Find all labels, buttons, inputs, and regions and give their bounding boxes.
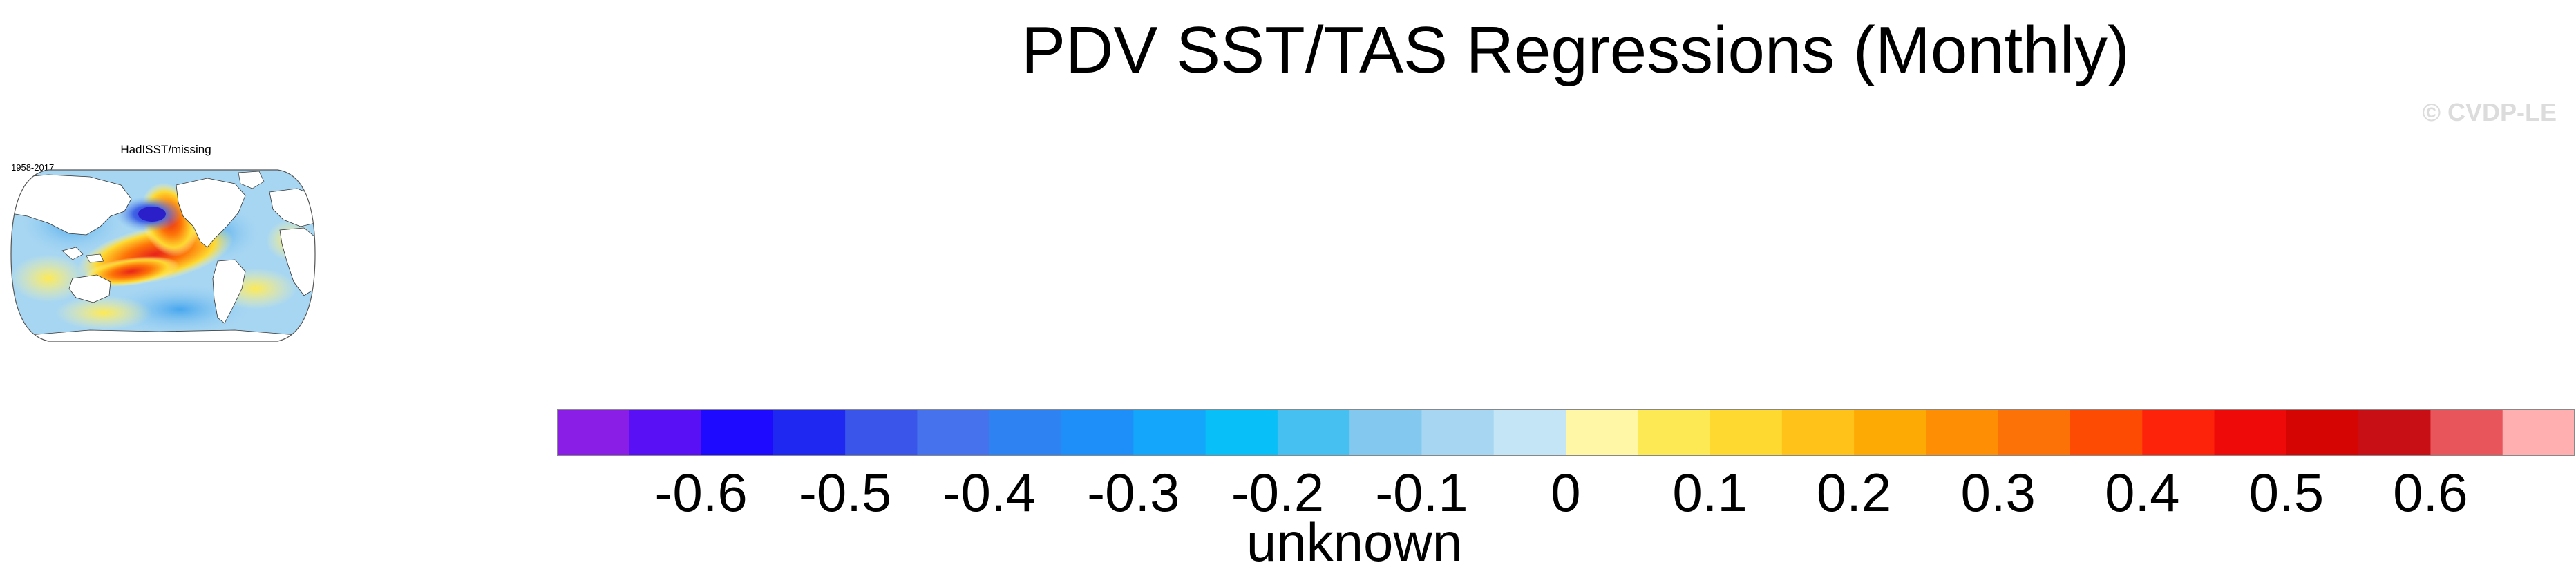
- colorbar-tick-label: 0.3: [1960, 462, 2036, 523]
- colorbar-cell: [1421, 409, 1495, 456]
- colorbar-cell: [1205, 409, 1278, 456]
- colorbar-cell: [2286, 409, 2359, 456]
- colorbar-cell: [1710, 409, 1783, 456]
- pdv-regression-map: [10, 169, 316, 342]
- panel-dataset-title: HadISST/missing: [120, 143, 211, 156]
- colorbar-tick-label: -0.4: [943, 462, 1036, 523]
- colorbar-cell: [989, 409, 1062, 456]
- colorbar-cell: [1638, 409, 1711, 456]
- colorbar-cell: [1781, 409, 1855, 456]
- colorbar-cell: [2502, 409, 2575, 456]
- colorbar-tick-label: 0: [1551, 462, 1581, 523]
- colorbar-tick-label: -0.3: [1087, 462, 1180, 523]
- colorbar-cell: [2142, 409, 2215, 456]
- colorbar-tick-label: 0.5: [2248, 462, 2324, 523]
- colorbar-cell: [629, 409, 702, 456]
- colorbar-tick-label: 0.1: [1672, 462, 1748, 523]
- colorbar-cell: [1133, 409, 1206, 456]
- colorbar-cell: [1566, 409, 1638, 456]
- colorbar-cell: [1854, 409, 1926, 456]
- colorbar-tick-label: 0.2: [1816, 462, 1892, 523]
- colorbar: [557, 409, 2575, 456]
- colorbar-cell: [1926, 409, 1999, 456]
- colorbar-cell: [773, 409, 846, 456]
- colorbar-cell: [701, 409, 774, 456]
- colorbar-cell: [1998, 409, 2071, 456]
- colorbar-cell: [1277, 409, 1350, 456]
- colorbar-tick-label: -0.5: [798, 462, 892, 523]
- colorbar-tick-label: -0.6: [654, 462, 748, 523]
- colorbar-cell: [2430, 409, 2503, 456]
- panel-years-label: 1958-2017: [11, 162, 55, 173]
- colorbar-cell: [1349, 409, 1422, 456]
- colorbar-cell: [917, 409, 990, 456]
- watermark-text: © CVDP-LE: [2422, 98, 2557, 126]
- colorbar-cell: [1061, 409, 1134, 456]
- colorbar-cell: [2214, 409, 2287, 456]
- colorbar-tick-label: -0.1: [1375, 462, 1468, 523]
- colorbar-tick-label: 0.4: [2105, 462, 2180, 523]
- colorbar-cell: [2358, 409, 2431, 456]
- colorbar-tick-label: 0.6: [2393, 462, 2468, 523]
- figure-title: PDV SST/TAS Regressions (Monthly): [1021, 13, 2130, 87]
- colorbar-units-label: unknown: [1246, 512, 1463, 573]
- colorbar-cell: [845, 409, 918, 456]
- colorbar-cell: [1493, 409, 1566, 456]
- colorbar-cell: [2070, 409, 2143, 456]
- colorbar-tick-label: -0.2: [1231, 462, 1325, 523]
- colorbar-cell: [557, 409, 629, 456]
